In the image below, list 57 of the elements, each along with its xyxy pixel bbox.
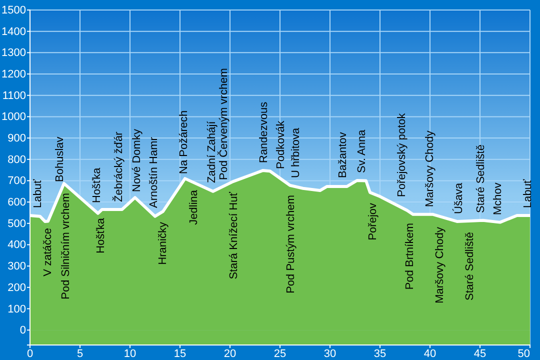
annotation: Hošťka bbox=[95, 217, 107, 254]
y-tick-label: 800 bbox=[8, 154, 26, 166]
x-tick-label: 45 bbox=[474, 348, 486, 360]
annotation: V zatáčce bbox=[42, 228, 54, 276]
annotation: Zadní Zahájí bbox=[206, 120, 218, 183]
annotation: Bažantov bbox=[337, 132, 349, 178]
annotation: Arnoštín Hamr bbox=[148, 136, 160, 208]
y-tick-label: 500 bbox=[8, 218, 26, 230]
annotation: Pod Brtníkem bbox=[404, 223, 416, 290]
y-tick-label: 900 bbox=[8, 132, 26, 145]
annotation: Na Požárech bbox=[178, 110, 190, 174]
annotation: Hošťka bbox=[91, 166, 103, 203]
x-tick-label: 35 bbox=[374, 348, 386, 360]
annotation: Podkovák bbox=[275, 120, 287, 169]
x-tick-label: 25 bbox=[274, 348, 286, 360]
annotation: Pořejovský potok bbox=[396, 112, 408, 197]
annotation: Nové Domky bbox=[131, 128, 143, 192]
annotation: U hřbitova bbox=[290, 126, 302, 178]
y-tick-label: 300 bbox=[8, 260, 26, 273]
annotation: Jedlina bbox=[188, 189, 200, 225]
x-tick-label: 50 bbox=[518, 348, 530, 360]
x-tick-label: 15 bbox=[174, 348, 186, 360]
y-tick-label: 400 bbox=[8, 239, 26, 252]
y-tick-label: 600 bbox=[8, 196, 26, 209]
y-tick-label: 0 bbox=[20, 324, 26, 337]
y-tick-label: 1200 bbox=[2, 68, 26, 81]
annotation: Pořejov bbox=[367, 202, 379, 240]
annotation: Pod Pustým vrchem bbox=[285, 195, 297, 294]
y-tick-label: 1300 bbox=[2, 47, 26, 60]
y-tick-label: 1100 bbox=[2, 90, 26, 102]
annotation: Labuť bbox=[32, 178, 44, 208]
x-tick-label: 20 bbox=[224, 348, 236, 360]
annotation: Hraničky bbox=[157, 222, 169, 265]
annotation: Bohuslav bbox=[54, 136, 66, 182]
annotation: Maršovy Chody bbox=[434, 226, 446, 304]
annotation: Pod Silničním vrchem bbox=[60, 193, 72, 300]
annotation: Úšava bbox=[452, 182, 465, 214]
y-tick-label: 700 bbox=[8, 175, 26, 188]
y-tick-label: 1000 bbox=[2, 111, 26, 124]
annotation: Mchov bbox=[492, 182, 504, 215]
annotation: Randezvous bbox=[258, 101, 270, 163]
y-tick-label: 100 bbox=[8, 303, 26, 316]
x-tick-label: 40 bbox=[424, 348, 436, 360]
y-tick-label: 200 bbox=[8, 282, 26, 294]
annotation: Labuť bbox=[522, 178, 534, 208]
annotation: Pod Červeným vrchem bbox=[217, 68, 230, 180]
y-tick-label: 1400 bbox=[2, 26, 26, 38]
annotation: Stará Knížecí Huť bbox=[228, 191, 240, 280]
annotation: Sv. Anna bbox=[356, 128, 368, 173]
annotation: Staré Sedliště bbox=[475, 144, 487, 213]
annotation: Žebrácký žďár bbox=[112, 131, 125, 202]
x-tick-label: 10 bbox=[124, 348, 136, 360]
y-tick-label: 1500 bbox=[2, 4, 26, 17]
annotation: Staré Sedliště bbox=[464, 232, 476, 300]
annotation: Maršovy Chody bbox=[424, 130, 436, 207]
x-tick-label: 30 bbox=[324, 348, 336, 360]
x-tick-label: 5 bbox=[76, 348, 84, 360]
